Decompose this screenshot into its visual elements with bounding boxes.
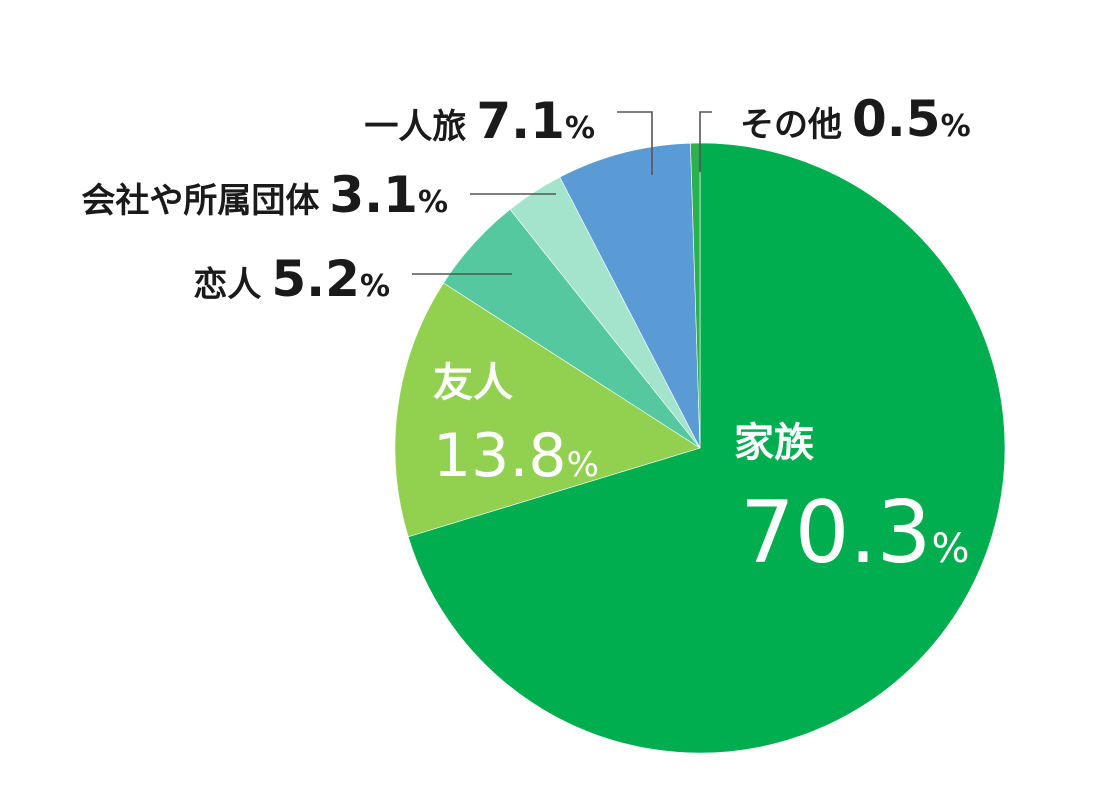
slice-label-yujin-value: 13.8 bbox=[433, 421, 567, 491]
slice-label-koibito: 恋人 5.2% bbox=[193, 250, 390, 308]
slice-label-hitoritabi-category: 一人旅 bbox=[364, 107, 466, 147]
slice-label-yujin-category: 友人 bbox=[433, 360, 513, 406]
leader-lines bbox=[412, 111, 712, 275]
pie-slices bbox=[394, 142, 1006, 754]
slice-label-sonota-category: その他 bbox=[740, 105, 842, 145]
slice-label-hitoritabi: 一人旅 7.1% bbox=[364, 92, 595, 150]
leader-line-sonota bbox=[699, 111, 712, 172]
slice-label-sonota: その他 0.5% bbox=[740, 90, 971, 148]
slice-label-sonota-unit: % bbox=[941, 109, 971, 144]
slice-label-yujin: 友人 13.8% bbox=[433, 360, 599, 491]
slice-label-yujin-unit: % bbox=[567, 445, 599, 485]
slice-label-kaisha: 会社や所属団体 3.1% bbox=[81, 166, 448, 224]
slice-label-koibito-category: 恋人 bbox=[193, 265, 261, 305]
slice-label-kazoku-category: 家族 bbox=[734, 420, 814, 466]
slice-label-kazoku-unit: % bbox=[931, 526, 969, 572]
leader-line-hitoritabi bbox=[617, 111, 653, 175]
slice-label-hitoritabi-unit: % bbox=[565, 111, 595, 146]
slice-label-kazoku-value: 70.3 bbox=[740, 483, 931, 583]
pie-slice-kazoku bbox=[407, 142, 1006, 754]
svg-text:恋人5.2%: 恋人 5.2% bbox=[193, 250, 390, 308]
slice-label-sonota-value: 0.5 bbox=[852, 90, 941, 148]
slice-label-koibito-value: 5.2 bbox=[271, 250, 360, 308]
slice-label-kaisha-value: 3.1 bbox=[329, 166, 418, 224]
slice-label-hitoritabi-value: 7.1 bbox=[476, 92, 565, 150]
slice-label-kaisha-unit: % bbox=[418, 185, 448, 220]
slice-label-kazoku: 家族 70.3% bbox=[734, 420, 970, 583]
svg-text:13.8%: 13.8% bbox=[433, 421, 599, 491]
pie-slice-hitoritabi bbox=[559, 142, 701, 449]
slice-label-kaisha-category: 会社や所属団体 bbox=[81, 181, 319, 221]
svg-text:70.3%: 70.3% bbox=[740, 483, 970, 583]
slice-label-koibito-unit: % bbox=[360, 269, 390, 304]
pie-slice-yujin bbox=[394, 282, 701, 538]
